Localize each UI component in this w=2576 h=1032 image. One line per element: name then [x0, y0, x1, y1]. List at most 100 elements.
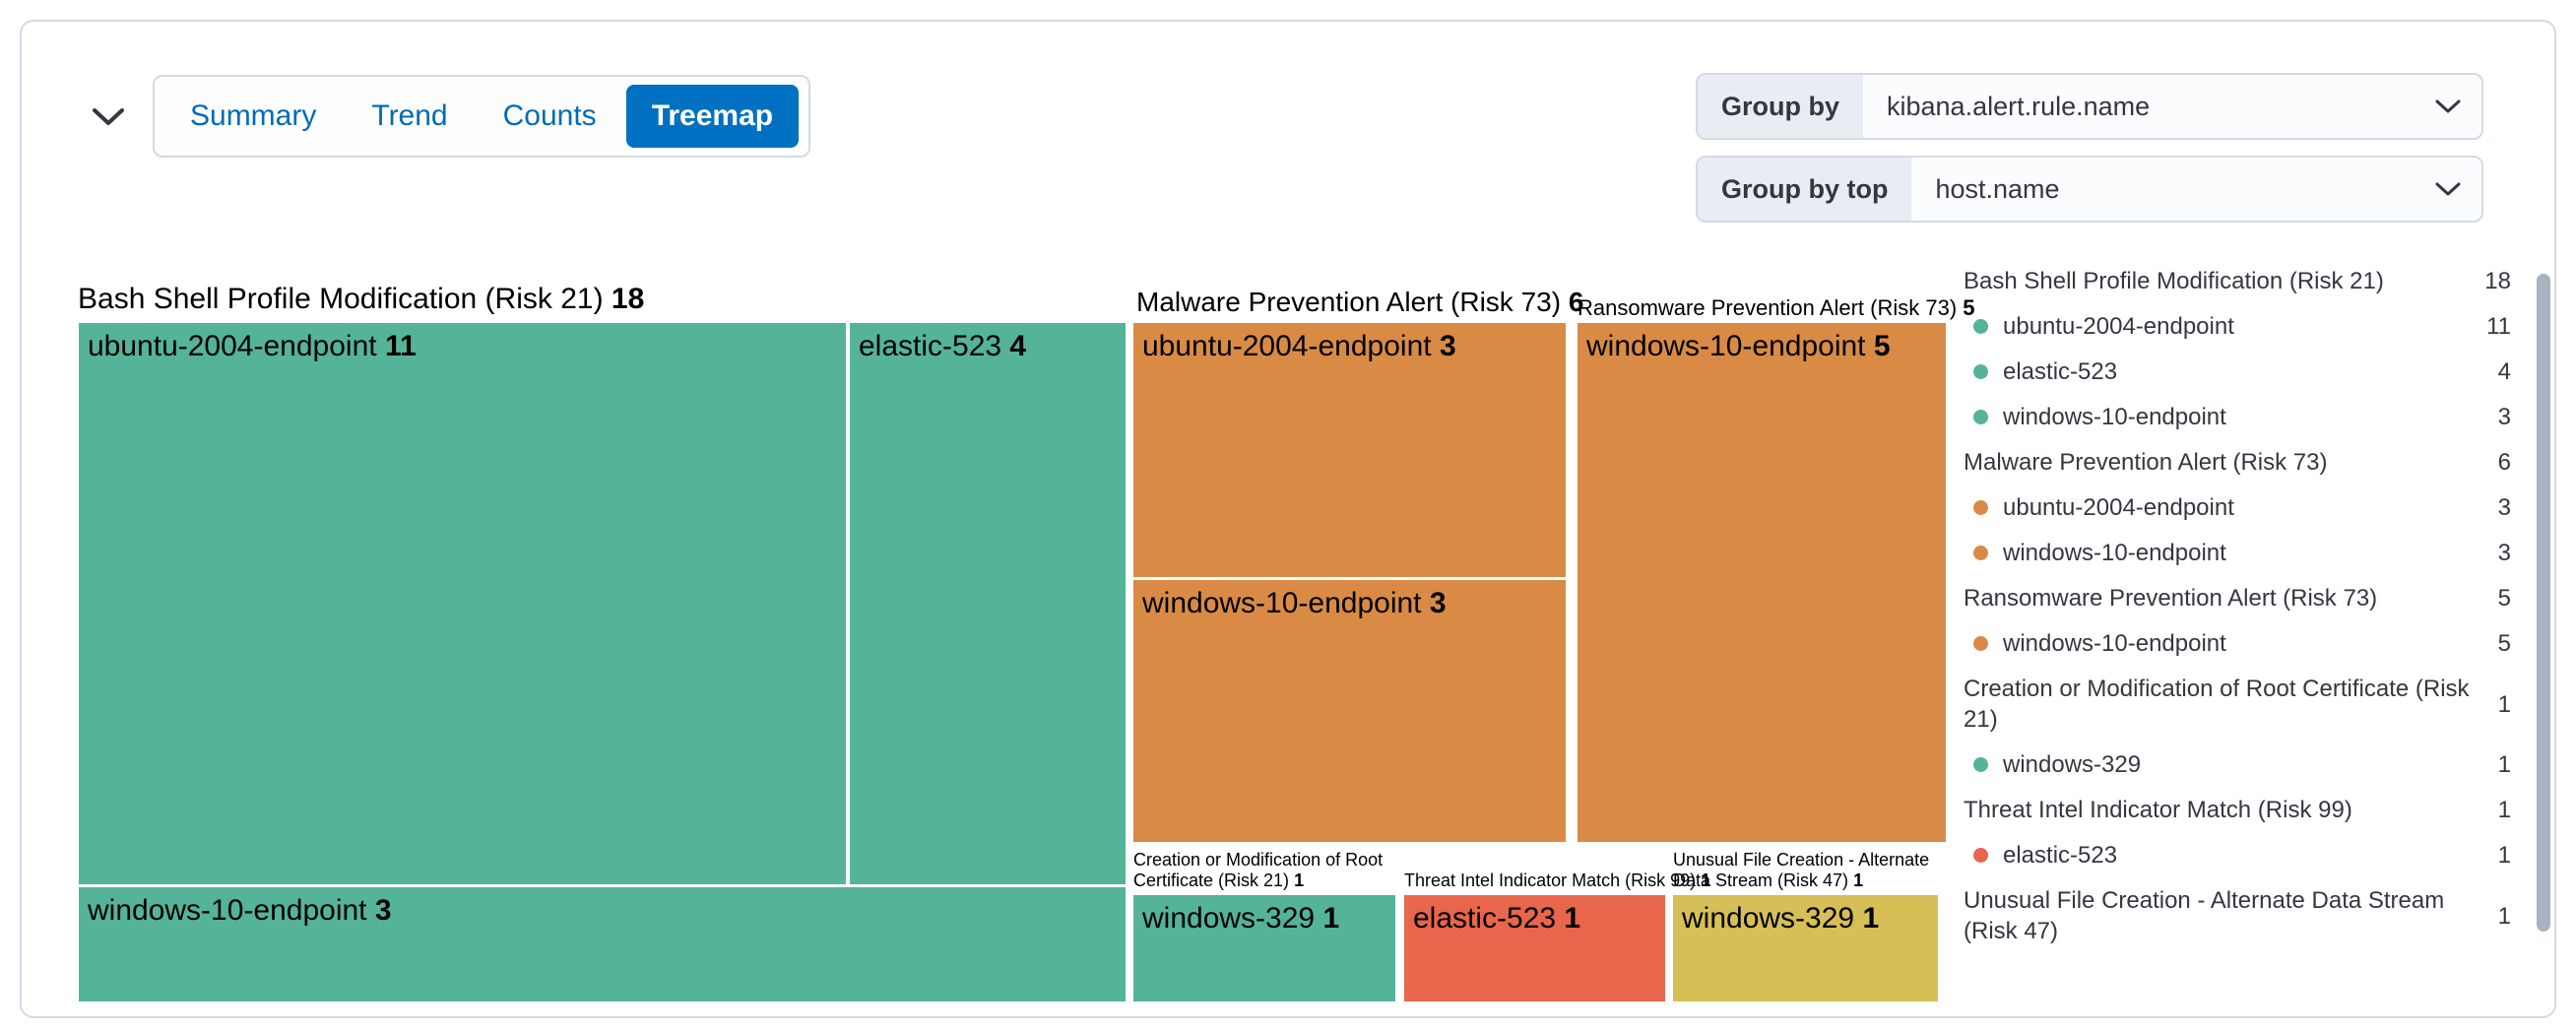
legend-label: windows-329 [2003, 751, 2142, 778]
cell-host: ubuntu-2004-endpoint [1142, 330, 1432, 362]
legend-item[interactable]: ubuntu-2004-endpoint 11 [1964, 311, 2511, 342]
cell-count: 3 [1429, 587, 1447, 619]
tab-trend[interactable]: Trend [346, 85, 473, 148]
legend-label: ubuntu-2004-endpoint [2003, 494, 2234, 521]
legend-color-dot-icon [1973, 500, 1988, 515]
legend-count: 18 [2484, 268, 2511, 294]
legend-count: 1 [2497, 690, 2511, 718]
legend-item[interactable]: windows-10-endpoint 5 [1964, 628, 2511, 659]
cell-label: windows-10-endpoint 5 [1578, 323, 1946, 364]
legend-count: 1 [2497, 751, 2511, 778]
legend-count: 3 [2497, 540, 2511, 566]
legend-label: Threat Intel Indicator Match (Risk 99) [1964, 797, 2352, 823]
legend-label: ubuntu-2004-endpoint [2003, 313, 2234, 340]
treemap-cell[interactable]: windows-10-endpoint 5 [1578, 323, 1946, 842]
treemap-legend: Bash Shell Profile Modification (Risk 21… [1964, 266, 2511, 961]
legend-label: windows-10-endpoint [2003, 404, 2226, 430]
legend-group-header: Threat Intel Indicator Match (Risk 99) 1 [1964, 795, 2511, 825]
cell-count: 1 [1862, 902, 1880, 935]
treemap-cell[interactable]: elastic-523 4 [850, 323, 1126, 884]
legend-count: 1 [2497, 797, 2511, 823]
legend-label: elastic-523 [2003, 358, 2118, 385]
treemap-cell[interactable]: windows-10-endpoint 3 [79, 887, 1126, 1001]
cell-label: windows-329 1 [1133, 895, 1395, 936]
legend-count: 3 [2497, 404, 2511, 430]
legend-label: Malware Prevention Alert (Risk 73) [1964, 449, 2328, 476]
legend-item[interactable]: windows-329 1 [1964, 749, 2511, 780]
group-count: 1 [1294, 871, 1305, 890]
cell-count: 3 [374, 894, 392, 927]
view-selector-button-group: Summary Trend Counts Treemap [153, 75, 811, 158]
group-count: 5 [1963, 295, 1975, 320]
treemap-group-header: Threat Intel Indicator Match (Risk 99) 1 [1404, 871, 1710, 891]
legend-count: 5 [2497, 585, 2511, 612]
legend-item[interactable]: ubuntu-2004-endpoint 3 [1964, 492, 2511, 523]
legend-count: 6 [2497, 449, 2511, 476]
cell-host: windows-329 [1142, 902, 1316, 935]
group-label: Malware Prevention Alert (Risk 73) [1136, 287, 1562, 317]
cell-label: elastic-523 4 [850, 323, 1126, 364]
treemap-group-header: Unusual File Creation - Alternate Data S… [1673, 850, 1964, 891]
treemap-cell[interactable]: windows-10-endpoint 3 [1133, 580, 1566, 842]
group-count: 1 [1853, 871, 1864, 890]
legend-color-dot-icon [1973, 757, 1988, 772]
legend-label: Ransomware Prevention Alert (Risk 73) [1964, 585, 2378, 612]
legend-item[interactable]: elastic-523 4 [1964, 356, 2511, 387]
legend-count: 11 [2486, 313, 2511, 340]
legend-color-dot-icon [1973, 546, 1988, 560]
chevron-down-icon [2434, 158, 2462, 221]
treemap-group-header: Malware Prevention Alert (Risk 73) 6 [1136, 287, 1583, 318]
cell-host: windows-10-endpoint [1586, 330, 1866, 362]
legend-label: windows-10-endpoint [2003, 540, 2226, 566]
chevron-down-icon [91, 104, 130, 128]
group-label: Creation or Modification of Root Certifi… [1133, 850, 1384, 890]
legend-item[interactable]: elastic-523 1 [1964, 840, 2511, 871]
group-label: Bash Shell Profile Modification (Risk 21… [78, 283, 604, 315]
group-by-top-control: Group by top host.name [1696, 156, 2483, 223]
cell-label: windows-10-endpoint 3 [79, 887, 1126, 929]
cell-count: 3 [1439, 330, 1456, 362]
cell-count: 5 [1873, 330, 1891, 362]
legend-label: Bash Shell Profile Modification (Risk 21… [1964, 268, 2384, 294]
treemap-group-header: Creation or Modification of Root Certifi… [1133, 850, 1421, 891]
legend-count: 4 [2497, 358, 2511, 385]
treemap-cell[interactable]: elastic-523 1 [1404, 895, 1665, 1001]
cell-host: elastic-523 [859, 330, 1002, 362]
legend-count: 3 [2497, 494, 2511, 521]
legend-color-dot-icon [1973, 410, 1988, 424]
group-by-select[interactable]: kibana.alert.rule.name [1887, 91, 2151, 121]
legend-label: windows-10-endpoint [2003, 630, 2226, 657]
treemap-cell[interactable]: ubuntu-2004-endpoint 11 [79, 323, 846, 884]
collapse-panel-button[interactable] [91, 100, 130, 132]
cell-label: elastic-523 1 [1404, 895, 1665, 936]
tab-summary[interactable]: Summary [164, 85, 342, 148]
cell-label: windows-10-endpoint 3 [1133, 580, 1566, 621]
legend-color-dot-icon [1973, 848, 1988, 863]
cell-count: 1 [1564, 902, 1581, 935]
cell-label: windows-329 1 [1673, 895, 1938, 936]
group-count: 18 [611, 283, 645, 315]
legend-item[interactable]: windows-10-endpoint 3 [1964, 402, 2511, 432]
treemap-cell[interactable]: windows-329 1 [1133, 895, 1395, 1001]
group-by-label: Group by [1698, 75, 1863, 138]
legend-color-dot-icon [1973, 319, 1988, 334]
legend-group-header: Bash Shell Profile Modification (Risk 21… [1964, 266, 2511, 296]
legend-group-header: Creation or Modification of Root Certifi… [1964, 674, 2511, 735]
cell-host: windows-10-endpoint [1142, 587, 1422, 619]
legend-group-header: Unusual File Creation - Alternate Data S… [1964, 885, 2511, 946]
chevron-down-icon [2434, 75, 2462, 138]
alerts-panel: Summary Trend Counts Treemap Group by ki… [20, 20, 2556, 1018]
legend-scrollbar[interactable] [2537, 274, 2550, 932]
treemap-cell[interactable]: ubuntu-2004-endpoint 3 [1133, 323, 1566, 577]
legend-label: Unusual File Creation - Alternate Data S… [1964, 887, 2445, 944]
group-by-top-select[interactable]: host.name [1935, 173, 2060, 204]
legend-group-header: Malware Prevention Alert (Risk 73) 6 [1964, 447, 2511, 478]
treemap-cell[interactable]: windows-329 1 [1673, 895, 1938, 1001]
cell-host: windows-329 [1682, 902, 1855, 935]
group-label: Unusual File Creation - Alternate Data S… [1673, 850, 1930, 890]
tab-counts[interactable]: Counts [478, 85, 622, 148]
legend-color-dot-icon [1973, 636, 1988, 651]
legend-item[interactable]: windows-10-endpoint 3 [1964, 538, 2511, 568]
tab-treemap[interactable]: Treemap [625, 85, 800, 148]
legend-count: 1 [2497, 842, 2511, 869]
